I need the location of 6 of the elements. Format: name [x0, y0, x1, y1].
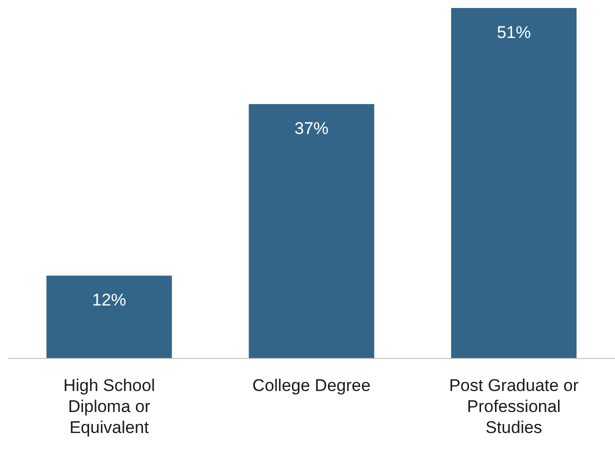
data-label: 37% [294, 119, 329, 138]
x-tick-label: Post Graduate or Professional Studies [449, 376, 579, 437]
data-label: 12% [92, 290, 126, 310]
data-label: 51% [496, 23, 531, 42]
x-tick-label: High School Diploma or Equivalent [63, 376, 156, 437]
x-tick-label: College Degree [252, 376, 371, 395]
